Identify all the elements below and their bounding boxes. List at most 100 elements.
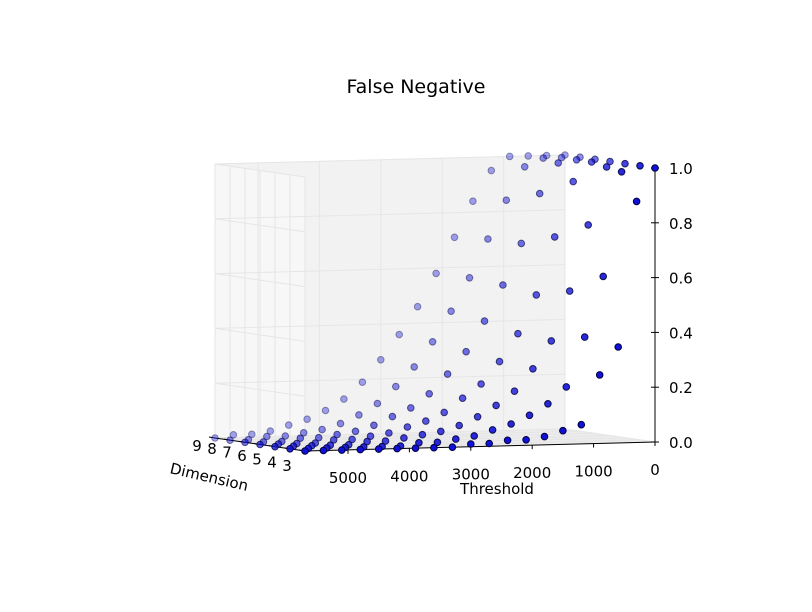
- data-point: [319, 446, 328, 455]
- data-point: [617, 168, 626, 176]
- x-tick-label: 4000: [390, 467, 428, 485]
- data-point: [393, 444, 401, 453]
- data-point: [544, 400, 552, 408]
- data-point: [338, 446, 346, 454]
- y-tick-label: 4: [267, 454, 277, 472]
- data-point: [241, 438, 249, 447]
- data-point: [355, 411, 363, 419]
- data-point: [492, 401, 500, 410]
- data-point: [385, 429, 393, 437]
- y-tick-label: 3: [282, 457, 292, 475]
- data-point: [540, 432, 549, 441]
- data-point: [473, 413, 482, 421]
- data-point: [348, 435, 356, 444]
- x-tick-label: 3000: [452, 466, 490, 484]
- y-tick-label: 8: [207, 440, 217, 458]
- data-point: [256, 440, 264, 449]
- data-point: [363, 437, 371, 446]
- data-point: [514, 329, 522, 338]
- data-point: [411, 444, 420, 453]
- x-axis-label: Threshold: [459, 480, 534, 498]
- data-point: [458, 394, 467, 403]
- data-point: [373, 399, 382, 408]
- data-point: [450, 233, 459, 242]
- chart-title: False Negative: [346, 76, 485, 98]
- data-point: [271, 442, 279, 451]
- data-point: [559, 426, 567, 435]
- data-point: [263, 432, 271, 441]
- data-point: [524, 152, 533, 160]
- data-point: [572, 156, 581, 164]
- data-point: [211, 434, 219, 442]
- data-point: [499, 281, 507, 289]
- data-point: [407, 404, 415, 412]
- data-point: [569, 177, 578, 186]
- data-point: [503, 436, 512, 445]
- data-point: [303, 415, 311, 424]
- data-point: [470, 432, 479, 440]
- data-point: [469, 197, 477, 205]
- data-point: [507, 420, 515, 428]
- data-point: [651, 164, 659, 172]
- data-point: [403, 423, 412, 431]
- z-tick-label: 0.6: [669, 270, 693, 288]
- data-point: [229, 431, 238, 439]
- y-tick-label: 6: [237, 447, 247, 465]
- data-point: [281, 432, 290, 440]
- data-point: [542, 151, 551, 160]
- data-point: [580, 333, 589, 341]
- data-point: [532, 291, 541, 299]
- data-point: [336, 419, 345, 428]
- data-point: [484, 235, 492, 243]
- data-point: [392, 382, 400, 391]
- data-point: [381, 437, 390, 445]
- y-tick-mark: [208, 436, 216, 439]
- data-point: [248, 430, 256, 439]
- data-point: [452, 435, 460, 443]
- data-point: [462, 347, 470, 356]
- z-tick-label: 0.0: [669, 434, 693, 452]
- data-point: [366, 432, 375, 441]
- data-point: [522, 436, 530, 444]
- y-tick-mark: [223, 438, 231, 441]
- z-tick-label: 0.4: [669, 324, 693, 342]
- data-point: [284, 421, 293, 429]
- data-point: [577, 420, 586, 429]
- data-point: [437, 427, 445, 436]
- data-point: [314, 433, 323, 442]
- data-point: [502, 196, 511, 204]
- data-points: [211, 151, 659, 455]
- data-point: [488, 426, 497, 434]
- data-point: [400, 434, 408, 442]
- z-tick-label: 1.0: [669, 160, 693, 178]
- data-point: [535, 189, 544, 198]
- data-point: [351, 427, 360, 436]
- data-point: [614, 343, 623, 351]
- data-point: [388, 412, 397, 421]
- data-point: [477, 380, 485, 388]
- data-point: [428, 338, 437, 346]
- data-point: [358, 378, 367, 387]
- data-point: [432, 269, 440, 278]
- y-tick-label: 9: [192, 437, 202, 455]
- data-point: [621, 159, 629, 168]
- data-point: [413, 302, 422, 311]
- data-point: [562, 383, 571, 391]
- data-point: [448, 443, 457, 452]
- x-gridline: [564, 155, 656, 443]
- data-point: [410, 363, 419, 371]
- x-tick-label: 5000: [329, 469, 367, 487]
- data-point: [510, 387, 519, 396]
- data-point: [547, 337, 556, 345]
- data-point: [584, 221, 593, 229]
- data-point: [418, 430, 427, 439]
- data-point: [529, 365, 537, 373]
- data-point: [505, 152, 514, 161]
- data-point: [370, 421, 378, 430]
- data-point: [226, 436, 234, 445]
- data-point: [487, 166, 496, 175]
- data-point: [632, 197, 641, 206]
- data-point: [440, 408, 449, 417]
- data-point: [595, 371, 604, 379]
